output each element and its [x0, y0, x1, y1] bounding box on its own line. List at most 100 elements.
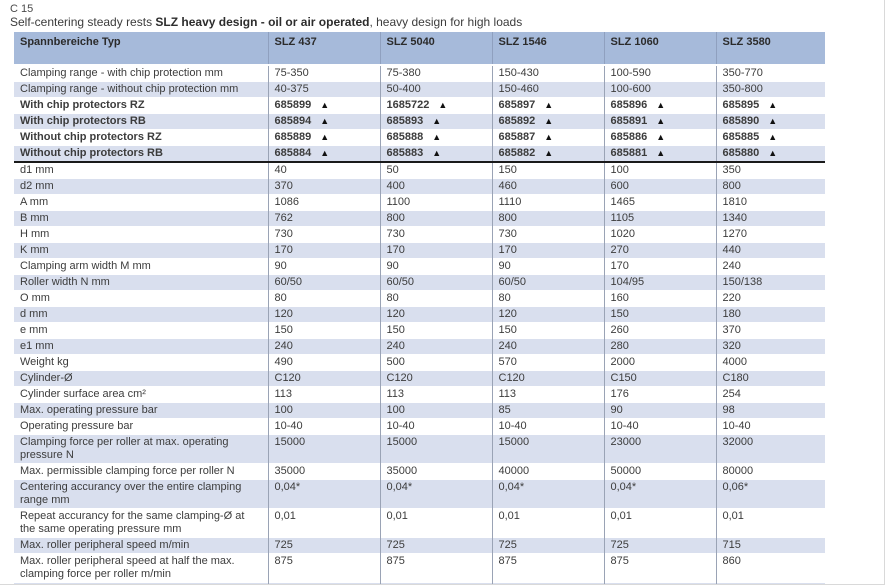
spec-value: 10-40 [498, 420, 527, 432]
availability-triangle-icon: ▲ [768, 100, 778, 110]
spec-value: 100 [610, 164, 629, 176]
spec-value: 0,06* [722, 481, 749, 493]
spec-value: 1105 [610, 212, 635, 224]
spec-value-cell: 685881 ▲ [603, 145, 716, 162]
spec-value-cell: 160 [603, 290, 716, 307]
table-row: Without chip protectors RZ 685889 ▲ 685888 ▲… [14, 129, 825, 146]
spec-value-cell: 400 [379, 178, 492, 195]
spec-label-cell: With chip protectors RB [20, 115, 146, 127]
spec-value-cell: 1685722 ▲ [379, 97, 492, 114]
spec-value: 725 [610, 539, 629, 551]
spec-value: 40 [274, 164, 287, 176]
spec-value-cell: 100-600 [603, 81, 716, 98]
spec-value-cell: 120 [267, 306, 380, 323]
spec-value-cell: C150 [603, 370, 716, 387]
spec-value: 0,01 [722, 510, 744, 522]
spec-value: 100-590 [610, 67, 651, 79]
spec-value: 75-380 [386, 67, 421, 79]
spec-value-cell: 685896 ▲ [603, 97, 716, 114]
spec-value: 60/50 [386, 276, 415, 288]
spec-value-cell: 170 [379, 242, 492, 259]
spec-value: 320 [722, 340, 741, 352]
spec-value-cell: 725 [379, 537, 492, 554]
spec-value: 15000 [386, 436, 418, 448]
spec-value: 32000 [722, 436, 754, 448]
spec-value-cell: 800 [379, 210, 492, 227]
spec-value-cell: 685891 ▲ [603, 113, 716, 130]
availability-triangle-icon: ▲ [432, 132, 442, 142]
spec-value: 0,01 [610, 510, 632, 522]
spec-value-cell: 370 [715, 322, 825, 339]
spec-value: 875 [386, 555, 405, 567]
spec-value-cell: 150 [379, 322, 492, 339]
table-row: Operating pressure bar 10-40 10-40 10-40 10-… [14, 418, 825, 435]
spec-label-cell: Operating pressure bar [20, 420, 134, 432]
spec-value-cell: 240 [379, 338, 492, 355]
spec-value: 685888 [386, 131, 424, 143]
page-code: C 15 [10, 3, 34, 15]
spec-value-cell: 1270 [715, 226, 825, 243]
spec-value-cell: 50 [379, 162, 492, 179]
spec-value-cell: 150 [603, 306, 716, 323]
spec-value-cell: 685883 ▲ [379, 145, 492, 162]
table-row: With chip protectors RB 685894 ▲ 685893 ▲ 685… [14, 113, 825, 130]
table-row: K mm 170 170 170 270 440 [14, 242, 825, 259]
spec-value-cell: 600 [603, 178, 716, 195]
spec-value-cell: 685892 ▲ [491, 113, 604, 130]
spec-value: 10-40 [610, 420, 639, 432]
spec-value: 150 [498, 324, 517, 336]
spec-value-cell: 35000 [267, 463, 380, 480]
spec-value: 15000 [274, 436, 306, 448]
spec-value: 120 [274, 308, 293, 320]
spec-value-cell: 1810 [715, 194, 825, 211]
spec-value-cell: 4000 [715, 354, 825, 371]
spec-value-cell: 170 [603, 258, 716, 275]
spec-value-cell: 1020 [603, 226, 716, 243]
spec-value: 150/138 [722, 276, 763, 288]
spec-value: 40-375 [274, 83, 309, 95]
spec-value: 685893 [386, 115, 424, 127]
spec-value-cell: 40 [267, 162, 380, 179]
spec-value: 23000 [610, 436, 642, 448]
table-row: With chip protectors RZ 685899 ▲ 1685722 ▲ 68… [14, 97, 825, 114]
table-row: d1 mm 40 50 150 100 350 [14, 162, 825, 179]
spec-value: 180 [722, 308, 741, 320]
spec-value: 730 [498, 228, 517, 240]
spec-value-cell: 170 [267, 242, 380, 259]
spec-value: 0,04* [274, 481, 301, 493]
spec-value-cell: 460 [491, 178, 604, 195]
spec-value: 120 [386, 308, 405, 320]
spec-value: 50 [386, 164, 399, 176]
spec-value: 113 [386, 388, 405, 400]
spec-value: 35000 [386, 465, 418, 477]
spec-value: 725 [274, 539, 293, 551]
spec-value-cell: 0,01 [267, 508, 380, 538]
spec-value: 440 [722, 244, 741, 256]
spec-value: 800 [386, 212, 405, 224]
spec-value-cell: 490 [267, 354, 380, 371]
table-header-row: Spannbereiche Typ SLZ 437 SLZ 5040 SLZ 1… [14, 32, 825, 66]
spec-value: 170 [386, 244, 405, 256]
spec-value: C150 [610, 372, 637, 384]
spec-value: 113 [274, 388, 293, 400]
spec-value-cell: 113 [267, 386, 380, 403]
spec-value-cell: 150 [491, 322, 604, 339]
spec-value-cell: 0,04* [379, 479, 492, 509]
table-row: B mm 762 800 800 1105 1340 [14, 210, 825, 227]
page-title: Self-centering steady rests SLZ heavy de… [10, 15, 884, 29]
spec-value-cell: 220 [715, 290, 825, 307]
availability-triangle-icon: ▲ [656, 148, 666, 158]
spec-value-cell: 1086 [267, 194, 380, 211]
spec-value: 875 [498, 555, 517, 567]
spec-value-cell: 685890 ▲ [715, 113, 825, 130]
spec-value-cell: 10-40 [715, 418, 825, 435]
spec-value: 685890 [722, 115, 760, 127]
spec-label-cell: Weight kg [20, 356, 69, 368]
spec-value-cell: 100 [267, 402, 380, 419]
spec-value-cell: 104/95 [603, 274, 716, 291]
spec-label-cell: Cylinder-Ø [20, 372, 73, 384]
spec-value: 170 [274, 244, 293, 256]
spec-value: 600 [610, 180, 629, 192]
spec-value-cell: 98 [715, 402, 825, 419]
spec-value-cell: 685889 ▲ [267, 129, 380, 146]
